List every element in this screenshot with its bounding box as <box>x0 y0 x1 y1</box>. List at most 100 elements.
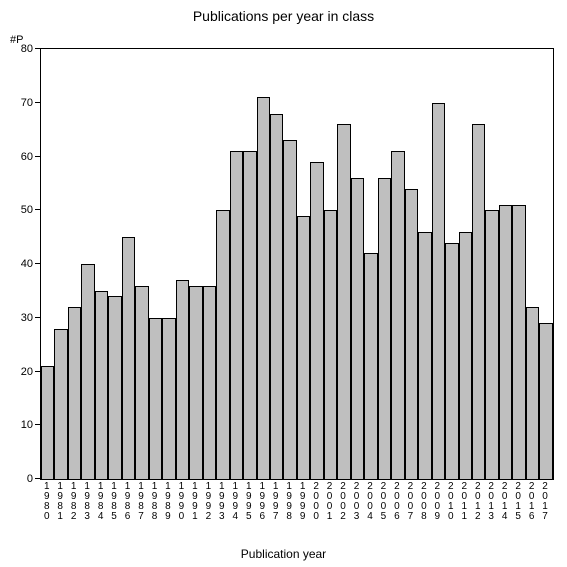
y-tick-label: 70 <box>21 97 33 109</box>
x-axis-label: Publication year <box>0 547 567 561</box>
bar <box>324 210 337 479</box>
bar <box>539 323 552 479</box>
y-tick-label: 40 <box>21 258 33 270</box>
bar <box>149 318 162 479</box>
bar <box>485 210 498 479</box>
x-tick-label: 1991 <box>188 482 201 522</box>
x-tick-label: 2014 <box>498 482 511 522</box>
x-tick-label: 1987 <box>134 482 147 522</box>
bar <box>81 264 94 479</box>
x-tick-label: 1983 <box>80 482 93 522</box>
x-tick-label: 2003 <box>350 482 363 522</box>
x-tick-label: 2010 <box>444 482 457 522</box>
x-tick-label: 1996 <box>256 482 269 522</box>
bar <box>135 286 148 480</box>
y-tick <box>35 156 41 157</box>
bar <box>405 189 418 479</box>
bar <box>472 124 485 479</box>
bar <box>351 178 364 479</box>
y-tick <box>35 424 41 425</box>
x-tick-label: 1993 <box>215 482 228 522</box>
x-tick-label: 2001 <box>323 482 336 522</box>
x-tick-label: 1999 <box>296 482 309 522</box>
x-tick-label: 1982 <box>67 482 80 522</box>
x-tick-label: 1995 <box>242 482 255 522</box>
bar <box>391 151 404 479</box>
x-tick-label: 2005 <box>377 482 390 522</box>
bar <box>122 237 135 479</box>
x-tick-label: 1988 <box>148 482 161 522</box>
bar <box>176 280 189 479</box>
x-tick-label: 2000 <box>309 482 322 522</box>
x-tick-label: 2012 <box>471 482 484 522</box>
y-tick-label: 60 <box>21 151 33 163</box>
x-tick-label: 1990 <box>175 482 188 522</box>
bar <box>378 178 391 479</box>
bar <box>364 253 377 479</box>
bar <box>270 114 283 480</box>
y-tick <box>35 209 41 210</box>
y-tick <box>35 102 41 103</box>
bar <box>526 307 539 479</box>
x-axis-tick-labels: 1980198119821983198419851986198719881989… <box>40 482 552 522</box>
x-tick-label: 2011 <box>458 482 471 522</box>
x-tick-label: 1989 <box>161 482 174 522</box>
x-tick-label: 2002 <box>336 482 349 522</box>
y-tick-label: 0 <box>27 473 33 485</box>
x-tick-label: 2008 <box>417 482 430 522</box>
bar <box>54 329 67 480</box>
x-tick-label: 2009 <box>431 482 444 522</box>
x-tick-label: 2006 <box>390 482 403 522</box>
bar <box>283 140 296 479</box>
bar <box>95 291 108 479</box>
x-tick-label: 2013 <box>484 482 497 522</box>
bar <box>243 151 256 479</box>
bar <box>459 232 472 479</box>
y-tick-label: 50 <box>21 204 33 216</box>
x-tick-label: 2017 <box>538 482 551 522</box>
y-tick-label: 10 <box>21 419 33 431</box>
y-tick <box>35 478 41 479</box>
y-tick <box>35 263 41 264</box>
bar <box>68 307 81 479</box>
bar <box>203 286 216 480</box>
y-tick <box>35 317 41 318</box>
bar <box>499 205 512 479</box>
bar <box>337 124 350 479</box>
x-tick-label: 1984 <box>94 482 107 522</box>
y-tick-label: 80 <box>21 43 33 55</box>
bar <box>418 232 431 479</box>
x-tick-label: 2015 <box>511 482 524 522</box>
x-tick-label: 1997 <box>269 482 282 522</box>
bars-group <box>41 49 553 479</box>
x-tick-label: 2016 <box>525 482 538 522</box>
bar <box>108 296 121 479</box>
x-tick-label: 1998 <box>282 482 295 522</box>
chart-title: Publications per year in class <box>0 8 567 24</box>
bar <box>189 286 202 480</box>
x-tick-label: 1980 <box>40 482 53 522</box>
y-tick <box>35 371 41 372</box>
x-tick-label: 1994 <box>229 482 242 522</box>
bar <box>162 318 175 479</box>
x-tick-label: 1981 <box>53 482 66 522</box>
x-tick-label: 1992 <box>202 482 215 522</box>
bar <box>310 162 323 479</box>
bar <box>512 205 525 479</box>
bar <box>445 243 458 480</box>
bar <box>41 366 54 479</box>
bar <box>216 210 229 479</box>
bar <box>432 103 445 479</box>
x-tick-label: 2004 <box>363 482 376 522</box>
chart-container: Publications per year in class #P 010203… <box>0 0 567 567</box>
x-tick-label: 2007 <box>404 482 417 522</box>
y-tick-label: 20 <box>21 366 33 378</box>
y-tick <box>35 48 41 49</box>
x-tick-label: 1985 <box>107 482 120 522</box>
bar <box>297 216 310 479</box>
bar <box>257 97 270 479</box>
bar <box>230 151 243 479</box>
y-tick-label: 30 <box>21 312 33 324</box>
x-tick-label: 1986 <box>121 482 134 522</box>
plot-area: 01020304050607080 <box>40 48 554 480</box>
